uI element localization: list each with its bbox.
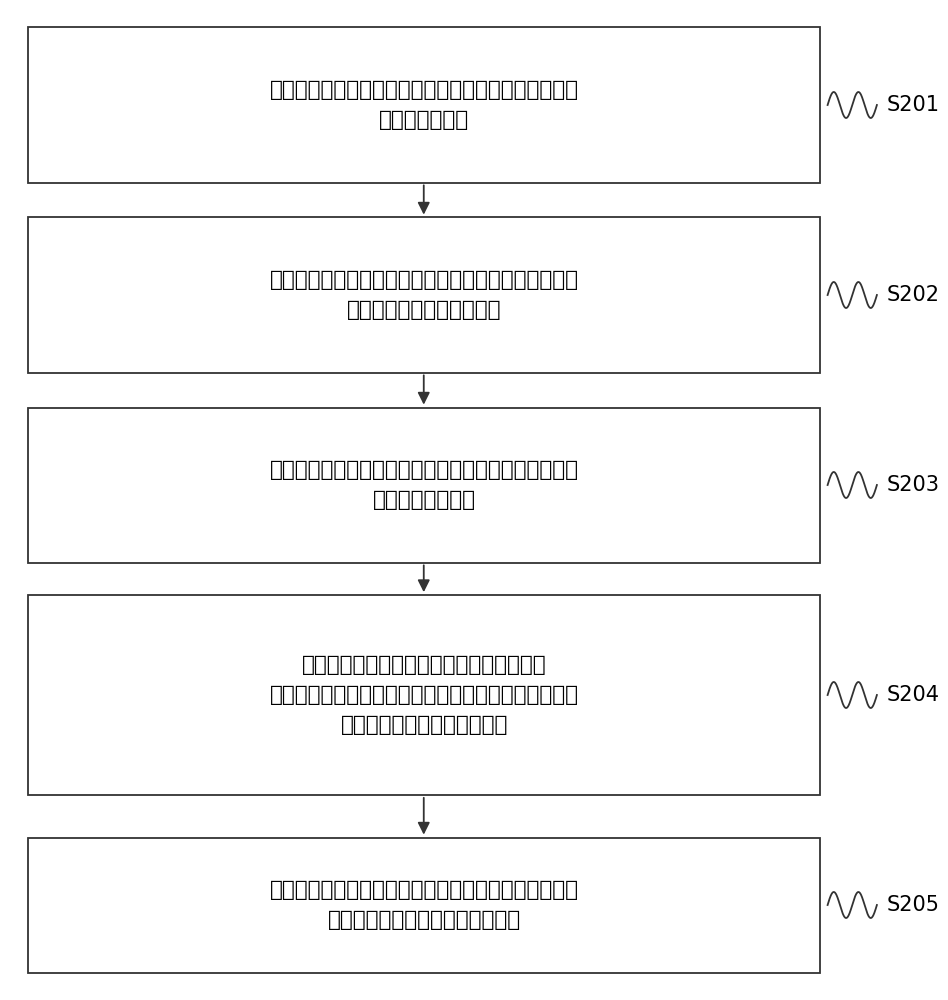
Text: S201: S201: [886, 95, 939, 115]
Bar: [28, 27, 820, 182]
Text: 根据相邻组侧音频率之间的递进倍数上限值
确定所述最小计算用侧音频率与所述最大测量用侧音频
率之间的其它计算用侧音频率: 根据相邻组侧音频率之间的递进倍数上限值 确定所述最小计算用侧音频率与所述最大测量…: [270, 655, 578, 735]
Bar: [28, 408, 820, 562]
Text: S204: S204: [886, 685, 939, 705]
Text: S203: S203: [886, 475, 939, 495]
Text: 选择不超过所述最小侧音频率的一组侧音频率作为最小
计算用侧音频率: 选择不超过所述最小侧音频率的一组侧音频率作为最小 计算用侧音频率: [270, 80, 578, 130]
Text: 根据所述最大测量用侧音频率与所有计算用侧音频率的
差值确定其余各组测量用侧音频率: 根据所述最大测量用侧音频率与所有计算用侧音频率的 差值确定其余各组测量用侧音频率: [270, 880, 578, 930]
Text: 将预先设定的大于所述最小侧音频率的最大设定侧音频
率作为最大测量用侧音频率: 将预先设定的大于所述最小侧音频率的最大设定侧音频 率作为最大测量用侧音频率: [270, 270, 578, 320]
Bar: [28, 838, 820, 972]
Text: S202: S202: [886, 285, 939, 305]
Text: 根据超声波相位测量绝对误差确定相邻组侧音频率之间
的递进倍数上限值: 根据超声波相位测量绝对误差确定相邻组侧音频率之间 的递进倍数上限值: [270, 460, 578, 510]
Text: S205: S205: [886, 895, 939, 915]
Bar: [28, 218, 820, 372]
Bar: [28, 595, 820, 795]
